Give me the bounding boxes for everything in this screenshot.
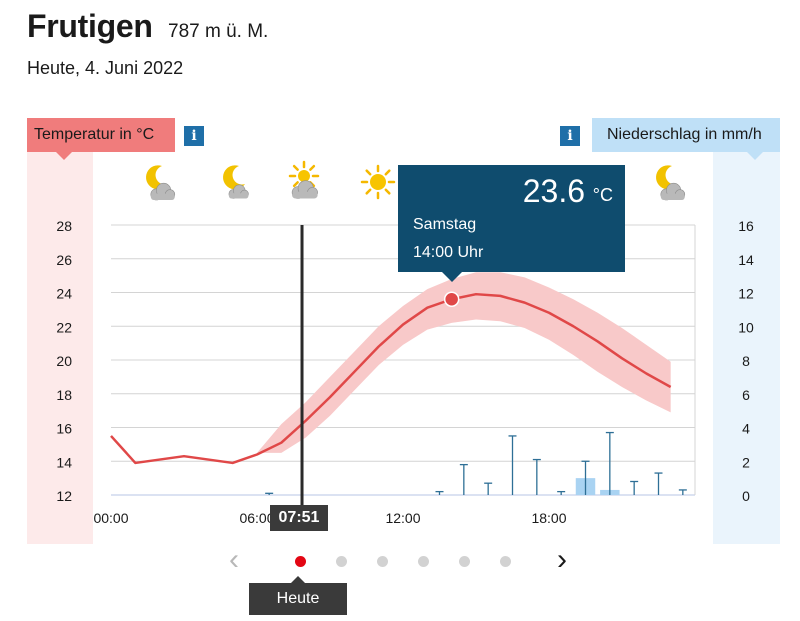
y-right-tick-label: 16 (738, 218, 754, 234)
y-left-tick-label: 24 (56, 286, 72, 302)
y-left-tick-label: 22 (56, 319, 72, 335)
tooltip-time: 14:00 Uhr (413, 244, 484, 261)
y-right-tick-label: 10 (738, 319, 754, 335)
next-day-arrow[interactable]: › (557, 543, 567, 576)
y-right-tick-label: 12 (738, 286, 754, 302)
y-right-tick-label: 2 (742, 454, 750, 470)
y-left-tick-label: 14 (56, 454, 72, 470)
y-right-tick-label: 0 (742, 488, 750, 504)
precipitation-axis-band (713, 152, 780, 544)
temperature-info-icon[interactable]: i (184, 126, 204, 146)
pagination-dot[interactable] (418, 556, 429, 567)
pagination-dot[interactable] (377, 556, 388, 567)
moon-cloud-icon (146, 165, 176, 201)
y-left-tick-label: 26 (56, 252, 72, 268)
y-right-tick-label: 8 (742, 353, 750, 369)
y-right-tick-label: 4 (742, 421, 750, 437)
moon-icon (223, 165, 249, 199)
current-time-marker[interactable]: 07:51 (270, 505, 328, 531)
y-left-tick-label: 16 (56, 421, 72, 437)
sun-icon (360, 164, 396, 200)
altitude-label: 787 m ü. M. (168, 21, 269, 42)
precipitation-axis-label: Niederschlag in mm/h (592, 118, 780, 160)
tooltip-day: Samstag (413, 216, 477, 233)
x-tick-label: 00:00 (93, 510, 128, 526)
page-title: Frutigen (27, 8, 153, 44)
temperature-axis-label: Temperatur in °C (27, 118, 175, 160)
precipitation-info-icon[interactable]: i (560, 126, 580, 146)
moon-cloud-icon (656, 165, 686, 201)
temperature-range-band (257, 272, 671, 453)
date-label: Heute, 4. Juni 2022 (27, 58, 184, 78)
sun-cloud-icon (288, 160, 320, 199)
highlighted-temperature-point[interactable] (443, 291, 460, 307)
y-left-tick-label: 12 (56, 488, 72, 504)
pagination-dot[interactable] (336, 556, 347, 567)
pagination-dot[interactable] (500, 556, 511, 567)
y-right-tick-label: 14 (738, 252, 754, 268)
temperature-axis-band (27, 152, 93, 544)
x-tick-label: 12:00 (385, 510, 420, 526)
tooltip-unit: °C (592, 185, 613, 205)
pagination-dot[interactable] (459, 556, 470, 567)
temperature-series-line (110, 292, 672, 465)
y-left-tick-label: 20 (56, 353, 72, 369)
x-tick-label: 18:00 (531, 510, 566, 526)
temperature-tooltip: 23.6 °C Samstag 14:00 Uhr (398, 165, 625, 282)
y-left-tick-label: 18 (56, 387, 72, 403)
day-label: Heute (249, 576, 347, 615)
y-left-tick-label: 28 (56, 218, 72, 234)
y-right-tick-label: 6 (742, 387, 750, 403)
tooltip-value: 23.6 (522, 173, 585, 209)
x-tick-label: 06:00 (239, 510, 274, 526)
previous-day-arrow[interactable]: ‹ (229, 543, 239, 576)
pagination-dot[interactable] (295, 556, 306, 567)
